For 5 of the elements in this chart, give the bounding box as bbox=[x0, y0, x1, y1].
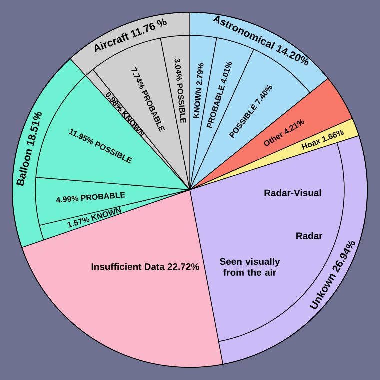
text: Seen visually from the air bbox=[220, 258, 280, 276]
text: Insufficient Data 22.72% bbox=[92, 263, 200, 270]
text: Balloon 18.51% bbox=[16, 112, 42, 186]
text: Radar bbox=[296, 232, 323, 240]
text: Radar-Visual bbox=[264, 189, 322, 196]
